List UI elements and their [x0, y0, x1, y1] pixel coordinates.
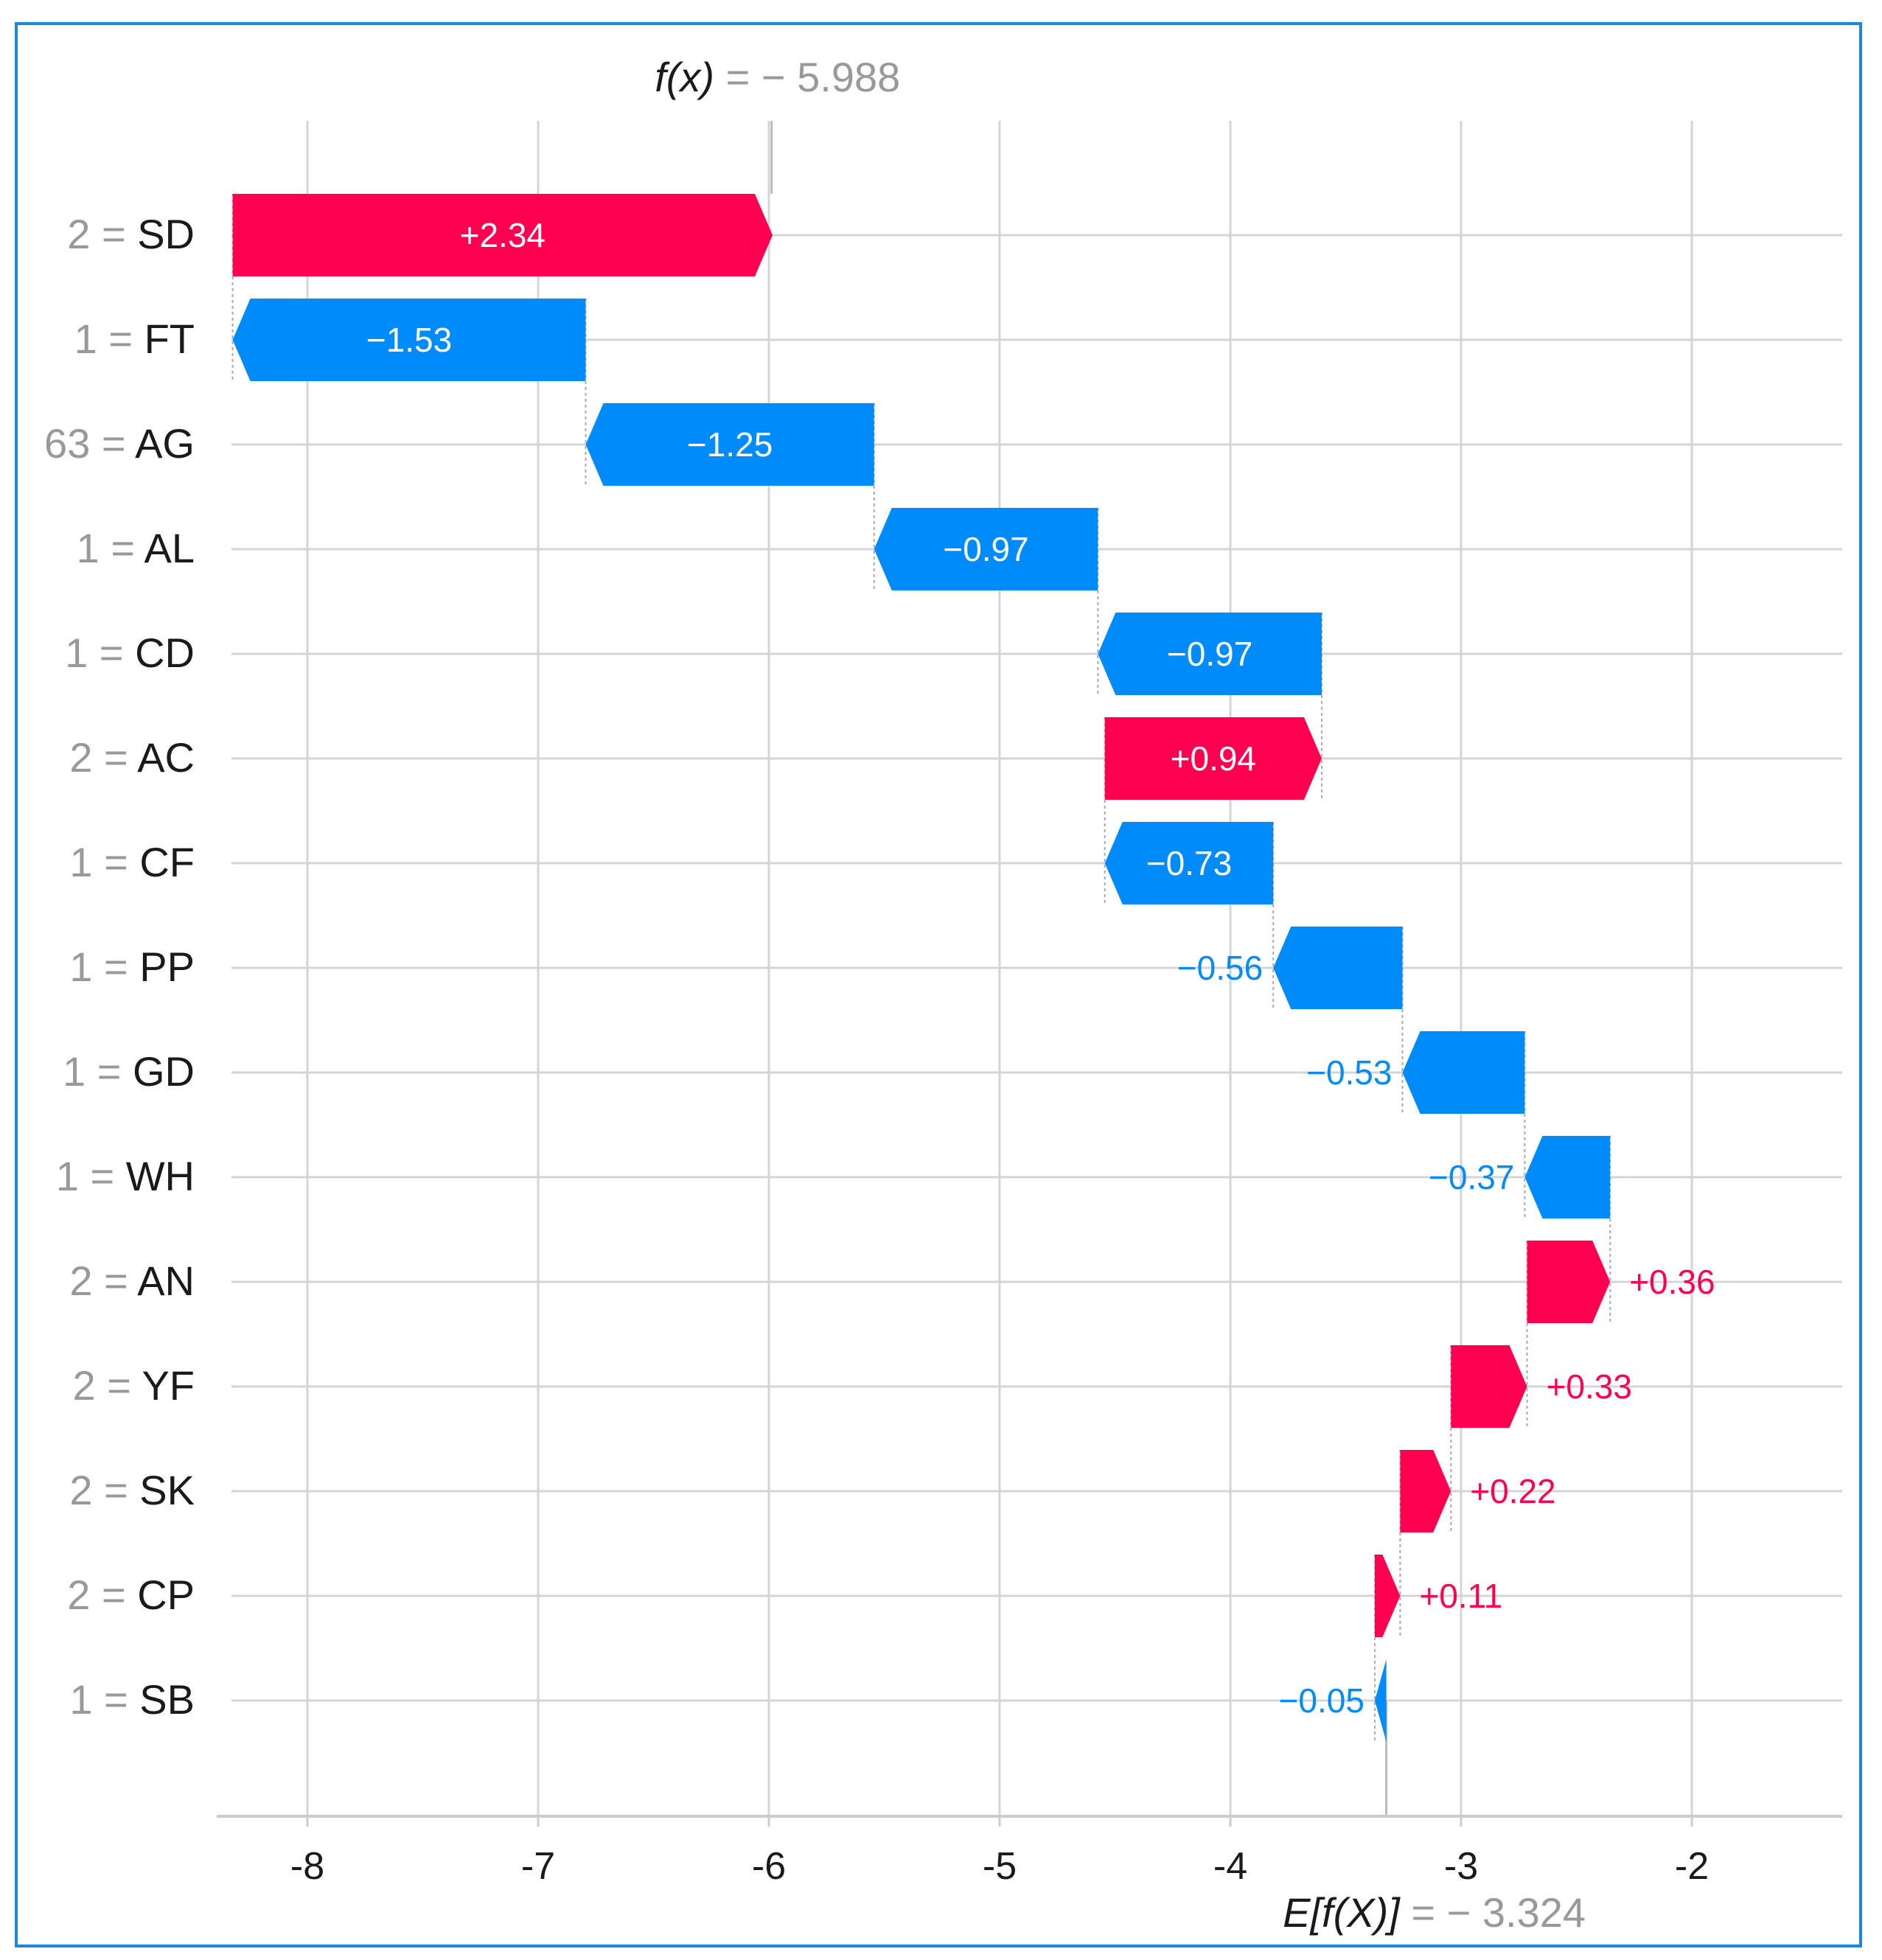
bar-an — [1527, 1241, 1611, 1323]
feature-label-gd: 1 = GD — [63, 1048, 195, 1095]
bar-label-wh: −0.37 — [1429, 1158, 1514, 1196]
feature-label-sk: 2 = SK — [69, 1467, 195, 1513]
bar-label-sb: −0.05 — [1279, 1681, 1365, 1720]
x-tick-label: -5 — [983, 1845, 1017, 1888]
waterfall-chart: +2.34 2 = SD −1.53 1 = FT −1.25 63 = AG −0.97 1… — [44, 54, 1842, 1936]
bar-cp — [1374, 1555, 1401, 1637]
bar-gd — [1402, 1031, 1525, 1114]
bar-label-yf: +0.33 — [1547, 1367, 1632, 1406]
fx-annotation: f(x) = − 5.988 — [655, 54, 900, 100]
bar-label-pp: −0.56 — [1177, 949, 1263, 987]
bar-label-ft: −1.53 — [366, 321, 452, 359]
bar-ac — [1104, 717, 1322, 800]
bar-label-cp: +0.11 — [1419, 1577, 1502, 1615]
feature-label-ag: 63 = AG — [44, 420, 195, 467]
ex-annotation: E[f(X)] = − 3.324 — [1283, 1889, 1586, 1936]
bar-label-cf: −0.73 — [1146, 844, 1232, 882]
feature-label-cf: 1 = CF — [69, 839, 195, 885]
feature-label-ft: 1 = FT — [74, 315, 195, 362]
feature-label-sd: 2 = SD — [67, 211, 195, 257]
bar-cf — [1104, 822, 1274, 904]
bar-label-sk: +0.22 — [1470, 1472, 1555, 1510]
bar-label-cd: −0.97 — [1167, 635, 1252, 673]
bar-sd — [232, 194, 773, 276]
bar-sk — [1400, 1450, 1451, 1532]
feature-label-an: 2 = AN — [69, 1258, 195, 1304]
feature-label-cd: 1 = CD — [65, 629, 195, 676]
feature-label-cp: 2 = CP — [67, 1572, 195, 1618]
bar-label-gd: −0.53 — [1306, 1053, 1392, 1092]
x-tick-label: -8 — [290, 1845, 324, 1888]
bar-label-ag: −1.25 — [687, 425, 773, 464]
x-tick-label: -3 — [1444, 1845, 1478, 1888]
x-tick-label: -6 — [752, 1845, 786, 1888]
feature-label-wh: 1 = WH — [56, 1153, 195, 1199]
bar-sb — [1374, 1659, 1387, 1742]
bar-cd — [1098, 613, 1322, 695]
bar-label-al: −0.97 — [943, 530, 1028, 568]
bar-wh — [1524, 1136, 1611, 1218]
bar-label-an: +0.36 — [1629, 1263, 1715, 1301]
x-tick-label: -7 — [521, 1845, 555, 1888]
bar-label-ac: +0.94 — [1171, 739, 1256, 778]
bar-ag — [585, 403, 874, 486]
feature-label-ac: 2 = AC — [69, 734, 195, 781]
chart-frame: +2.34 2 = SD −1.53 1 = FT −1.25 63 = AG −0.97 1… — [15, 22, 1862, 1947]
bar-ft — [232, 299, 586, 381]
feature-label-al: 1 = AL — [77, 525, 195, 571]
feature-label-sb: 1 = SB — [69, 1676, 195, 1723]
bar-pp — [1273, 927, 1403, 1009]
bar-yf — [1451, 1345, 1527, 1428]
bar-label-sd: +2.34 — [460, 216, 546, 254]
x-tick-label: -4 — [1213, 1845, 1247, 1888]
x-tick-label: -2 — [1675, 1845, 1709, 1888]
feature-label-pp: 1 = PP — [69, 944, 195, 990]
feature-label-yf: 2 = YF — [72, 1362, 195, 1409]
bar-al — [874, 508, 1098, 590]
